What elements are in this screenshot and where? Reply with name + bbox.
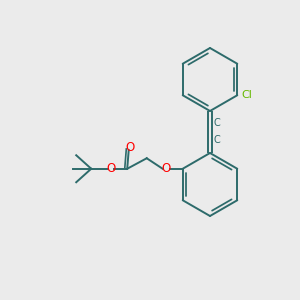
Text: O: O [126, 141, 135, 154]
Text: C: C [214, 135, 221, 145]
Text: O: O [162, 162, 171, 175]
Text: Cl: Cl [241, 90, 252, 100]
Text: O: O [106, 162, 115, 175]
Text: C: C [214, 118, 221, 128]
